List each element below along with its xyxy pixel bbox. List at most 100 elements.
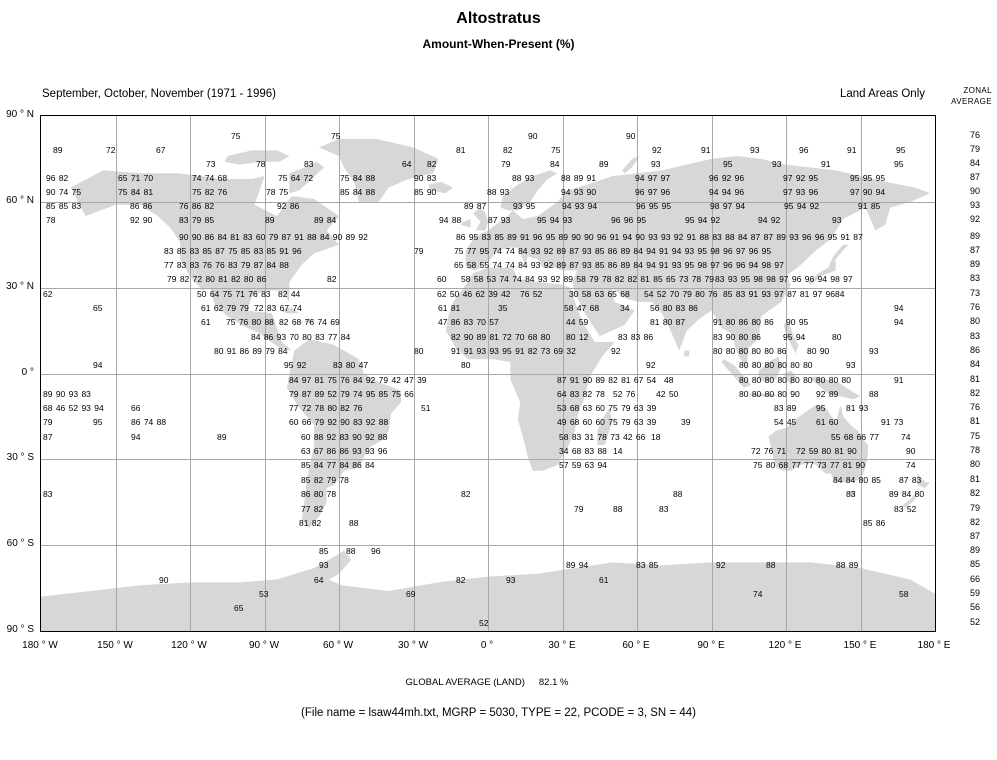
grid-value: 79 87 89 52 79 — [289, 389, 350, 400]
grid-value: 83 52 — [894, 504, 917, 515]
grid-value: 77 83 83 76 76 83 79 87 84 88 — [164, 260, 289, 271]
grid-value: 94 88 — [439, 215, 462, 226]
grid-value: 85 90 — [414, 187, 437, 198]
zonal-average-value: 76 — [969, 302, 980, 312]
zonal-average-value: 89 — [969, 231, 980, 241]
grid-value: 89 — [217, 432, 227, 443]
grid-value: 88 93 — [487, 187, 510, 198]
grid-value: 82 44 — [278, 289, 301, 300]
grid-value: 80 12 — [566, 332, 589, 343]
grid-value: 85 86 — [863, 518, 886, 529]
grid-value: 93 — [506, 575, 516, 586]
grid-value: 95 — [723, 159, 733, 170]
zonal-average-value: 84 — [969, 359, 980, 369]
gridline-horizontal — [41, 288, 935, 289]
grid-value: 65 58 55 74 74 84 93 92 89 87 93 85 86 8… — [454, 260, 784, 271]
grid-value: 95 92 — [284, 360, 307, 371]
grid-value: 83 — [304, 159, 314, 170]
grid-value: 34 68 83 88 — [559, 446, 607, 457]
lat-tick-label: 30 ° S — [6, 452, 34, 463]
grid-value: 68 46 52 93 94 — [43, 403, 104, 414]
grid-value: 88 — [349, 518, 359, 529]
grid-value: 86 74 88 — [131, 417, 167, 428]
map-area: 75 75 90 90 89 72 67 81 82 75 92 91 93 96 91 95 73 78 83 64… — [40, 115, 936, 632]
grid-value: 93 — [651, 159, 661, 170]
grid-value: 56 80 83 86 — [650, 303, 698, 314]
lon-tick-label: 60 ° E — [622, 640, 650, 651]
grid-value: 83 — [43, 489, 53, 500]
grid-value: 58 83 31 78 73 42 66 — [559, 432, 646, 443]
grid-value: 44 59 — [566, 317, 589, 328]
zonal-average-value: 59 — [969, 588, 980, 598]
grid-value: 89 84 — [314, 215, 337, 226]
grid-value: 96 92 96 — [709, 173, 745, 184]
grid-value: 88 — [766, 560, 776, 571]
grid-value: 65 — [234, 603, 244, 614]
grid-value: 92 — [652, 145, 662, 156]
grid-value: 92 — [611, 346, 621, 357]
grid-value: 81 — [456, 145, 466, 156]
grid-value: 84 — [550, 159, 560, 170]
zonal-average-value: 80 — [969, 459, 980, 469]
grid-value: 89 94 — [566, 560, 589, 571]
grid-value: 93 95 — [513, 201, 536, 212]
lon-tick-label: 90 ° E — [697, 640, 725, 651]
grid-value: 80 80 80 80 90 — [739, 389, 800, 400]
grid-value: 57 59 63 94 — [559, 460, 607, 471]
grid-value: 90 — [906, 446, 916, 457]
grid-value: 64 — [314, 575, 324, 586]
grid-value: 82 — [327, 274, 337, 285]
grid-value: 79 — [501, 159, 511, 170]
grid-value: 95 — [93, 417, 103, 428]
grid-value: 77 72 78 80 82 76 — [289, 403, 363, 414]
grid-value: 77 82 — [301, 504, 324, 515]
grid-value: 83 80 47 — [333, 360, 369, 371]
grid-value: 93 — [869, 346, 879, 357]
grid-value: 73 — [206, 159, 216, 170]
zonal-average-column: 76 79 84 87 90 93 92 89 87 89 83 73 76 80 83 86 84 81 82 76… — [955, 0, 995, 760]
grid-value: 86 95 83 85 89 91 96 95 89 90 90 96 91 9… — [456, 232, 863, 243]
grid-value: 95 — [894, 159, 904, 170]
zonal-average-value: 82 — [969, 517, 980, 527]
lon-tick-label: 60 ° W — [322, 640, 354, 651]
grid-value: 82 — [427, 159, 437, 170]
grid-value: 90 — [626, 131, 636, 142]
zonal-average-value: 52 — [969, 617, 980, 627]
gridline-horizontal — [41, 459, 935, 460]
gridline-vertical — [414, 116, 415, 631]
grid-value: 61 — [599, 575, 609, 586]
grid-value: 75 80 68 77 77 73 77 81 90 — [753, 460, 865, 471]
grid-value: 96 95 95 — [636, 201, 672, 212]
grid-value: 89 — [265, 215, 275, 226]
grid-value: 97 92 95 — [783, 173, 819, 184]
grid-value: 92 — [646, 360, 656, 371]
lon-tick-label: 150 ° W — [97, 640, 133, 651]
grid-value: 94 97 97 — [635, 173, 671, 184]
zonal-average-value: 87 — [969, 531, 980, 541]
grid-value: 91 — [821, 159, 831, 170]
grid-value: 81 82 — [299, 518, 322, 529]
grid-value: 95 94 93 — [537, 215, 573, 226]
grid-value: 81 93 — [846, 403, 869, 414]
grid-value: 75 77 95 74 74 84 93 92 89 87 93 85 86 8… — [454, 246, 772, 257]
grid-value: 83 89 — [774, 403, 797, 414]
grid-value: 75 76 80 88 — [226, 317, 274, 328]
grid-value: 42 50 — [656, 389, 679, 400]
coverage-label: Land Areas Only — [839, 88, 925, 100]
grid-value: 80 80 80 80 80 80 — [739, 360, 813, 371]
grid-value: 79 82 72 80 81 82 80 86 — [167, 274, 267, 285]
zonal-average-value: 81 — [969, 374, 980, 384]
lat-tick-label: 90 ° S — [6, 624, 34, 635]
zonal-average-header: ZONAL AVERAGE — [951, 85, 992, 107]
lon-tick-label: 30 ° W — [397, 640, 429, 651]
grid-value: 80 80 80 80 80 86 — [713, 346, 787, 357]
grid-value: 88 89 — [836, 560, 859, 571]
lon-tick-label: 180 ° E — [917, 640, 951, 651]
zonal-average-value: 86 — [969, 345, 980, 355]
global-average-label: GLOBAL AVERAGE (LAND) — [405, 677, 525, 688]
grid-value: 76 86 82 — [179, 201, 215, 212]
lat-tick-label: 60 ° S — [6, 538, 34, 549]
grid-value: 86 86 — [130, 201, 153, 212]
grid-value: 89 90 93 83 — [43, 389, 91, 400]
grid-value: 97 90 94 — [850, 187, 886, 198]
